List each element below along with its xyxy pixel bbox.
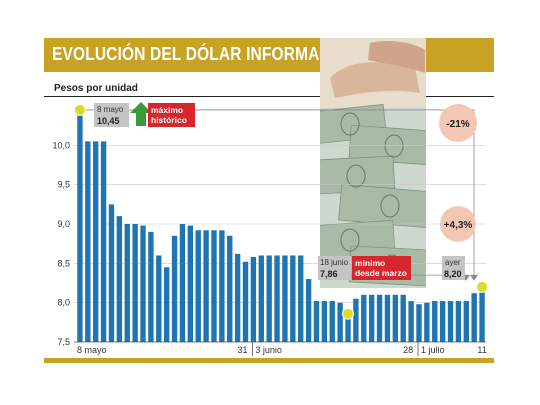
pct-from-min: +4,3% <box>444 220 473 231</box>
y-tick-label: 8,5 <box>57 258 70 268</box>
bar <box>329 301 335 342</box>
bars <box>74 109 486 343</box>
bar <box>447 301 454 342</box>
bar <box>384 294 391 342</box>
bar <box>353 298 359 342</box>
bar <box>313 301 320 342</box>
y-tick-label: 8,0 <box>57 298 70 308</box>
x-tick-label: 11 <box>477 345 486 355</box>
bar <box>219 230 225 342</box>
bar <box>140 225 146 342</box>
bar <box>337 302 343 342</box>
bar-chart: 7,5 8,0 8,5 9,0 9,5 10,0 8 mayo 31 3 junio 28 1 j… <box>52 102 489 356</box>
last-value: 8,20 <box>444 269 462 279</box>
bar <box>266 255 272 342</box>
bottom-bar <box>44 358 494 363</box>
bar <box>376 294 383 342</box>
bar <box>282 255 288 342</box>
x-tick-label: 31 <box>238 345 248 355</box>
bar <box>274 255 280 342</box>
bar <box>187 225 194 342</box>
bar <box>227 235 233 342</box>
min-badge-line2: desde marzo <box>355 268 407 278</box>
x-axis: 8 mayo 31 3 junio 28 1 julio 11 <box>77 342 487 356</box>
max-label-box <box>94 103 129 127</box>
x-tick-label: 1 julio <box>421 345 445 355</box>
bar <box>179 224 186 342</box>
unit-label: Pesos por unidad <box>54 83 138 94</box>
pct-from-max-circle <box>439 104 477 142</box>
y-tick-label: 9,0 <box>57 219 70 229</box>
bar <box>203 230 209 342</box>
arrowhead <box>470 274 478 281</box>
bar <box>171 235 178 342</box>
bar <box>93 141 99 342</box>
bar <box>148 231 154 342</box>
min-date: 18 junio <box>320 258 349 267</box>
bar <box>416 304 422 342</box>
bar <box>156 255 162 342</box>
bar <box>321 301 328 342</box>
up-arrow-icon <box>130 102 152 126</box>
max-value: 10,45 <box>97 116 120 126</box>
bar <box>392 294 399 342</box>
bar <box>345 313 351 342</box>
chart-frame: EVOLUCIÓN DEL DÓLAR INFORMAL Pesos por u… <box>44 38 494 364</box>
x-tick-label: 3 junio <box>255 345 282 355</box>
y-axis: 7,5 8,0 8,5 9,0 9,5 10,0 <box>52 140 70 347</box>
min-badge-line1: mínimo <box>355 258 385 268</box>
bar <box>463 301 469 342</box>
bar <box>479 286 485 342</box>
bar <box>211 230 217 342</box>
bar <box>163 267 170 342</box>
bar <box>298 255 304 342</box>
pct-from-max: -21% <box>446 119 469 130</box>
y-tick-label: 9,5 <box>57 180 70 190</box>
min-badge <box>352 256 411 280</box>
bar <box>361 294 367 342</box>
max-date: 8 mayo <box>97 105 124 114</box>
bar <box>100 141 107 342</box>
bar <box>424 302 430 342</box>
y-tick-label: 10,0 <box>52 140 70 150</box>
max-badge-line2: histórico <box>151 115 187 125</box>
bar <box>108 204 115 342</box>
connector-line <box>79 109 475 277</box>
y-tick-label: 7,5 <box>57 337 70 347</box>
bar <box>250 257 257 342</box>
min-value: 7,86 <box>320 269 338 279</box>
pct-from-min-circle <box>440 206 476 242</box>
bar <box>368 294 375 342</box>
bar <box>258 255 264 342</box>
x-tick-label: 8 mayo <box>77 345 107 355</box>
bar <box>305 279 312 342</box>
bar <box>408 301 414 342</box>
bar <box>195 230 201 342</box>
bar <box>290 255 296 342</box>
bar <box>400 294 406 342</box>
bar <box>85 141 91 342</box>
bar <box>432 301 438 342</box>
last-date: ayer <box>445 258 461 267</box>
max-badge <box>148 103 195 127</box>
bar <box>471 293 477 342</box>
last-label-box <box>442 256 465 280</box>
bar <box>124 224 130 342</box>
min-marker <box>342 307 355 320</box>
min-label-box <box>318 256 351 280</box>
max-badge-line1: máximo <box>151 105 183 115</box>
bar <box>116 216 123 342</box>
bar <box>455 301 462 342</box>
max-marker <box>73 103 86 116</box>
last-marker <box>476 280 489 293</box>
bar <box>234 253 241 342</box>
bar <box>132 224 138 342</box>
chart-title: EVOLUCIÓN DEL DÓLAR INFORMAL <box>52 44 330 64</box>
bar <box>242 261 249 342</box>
x-tick-label: 28 <box>403 345 413 355</box>
bar <box>77 109 83 342</box>
bar <box>439 301 446 342</box>
unit-rule <box>44 96 494 97</box>
